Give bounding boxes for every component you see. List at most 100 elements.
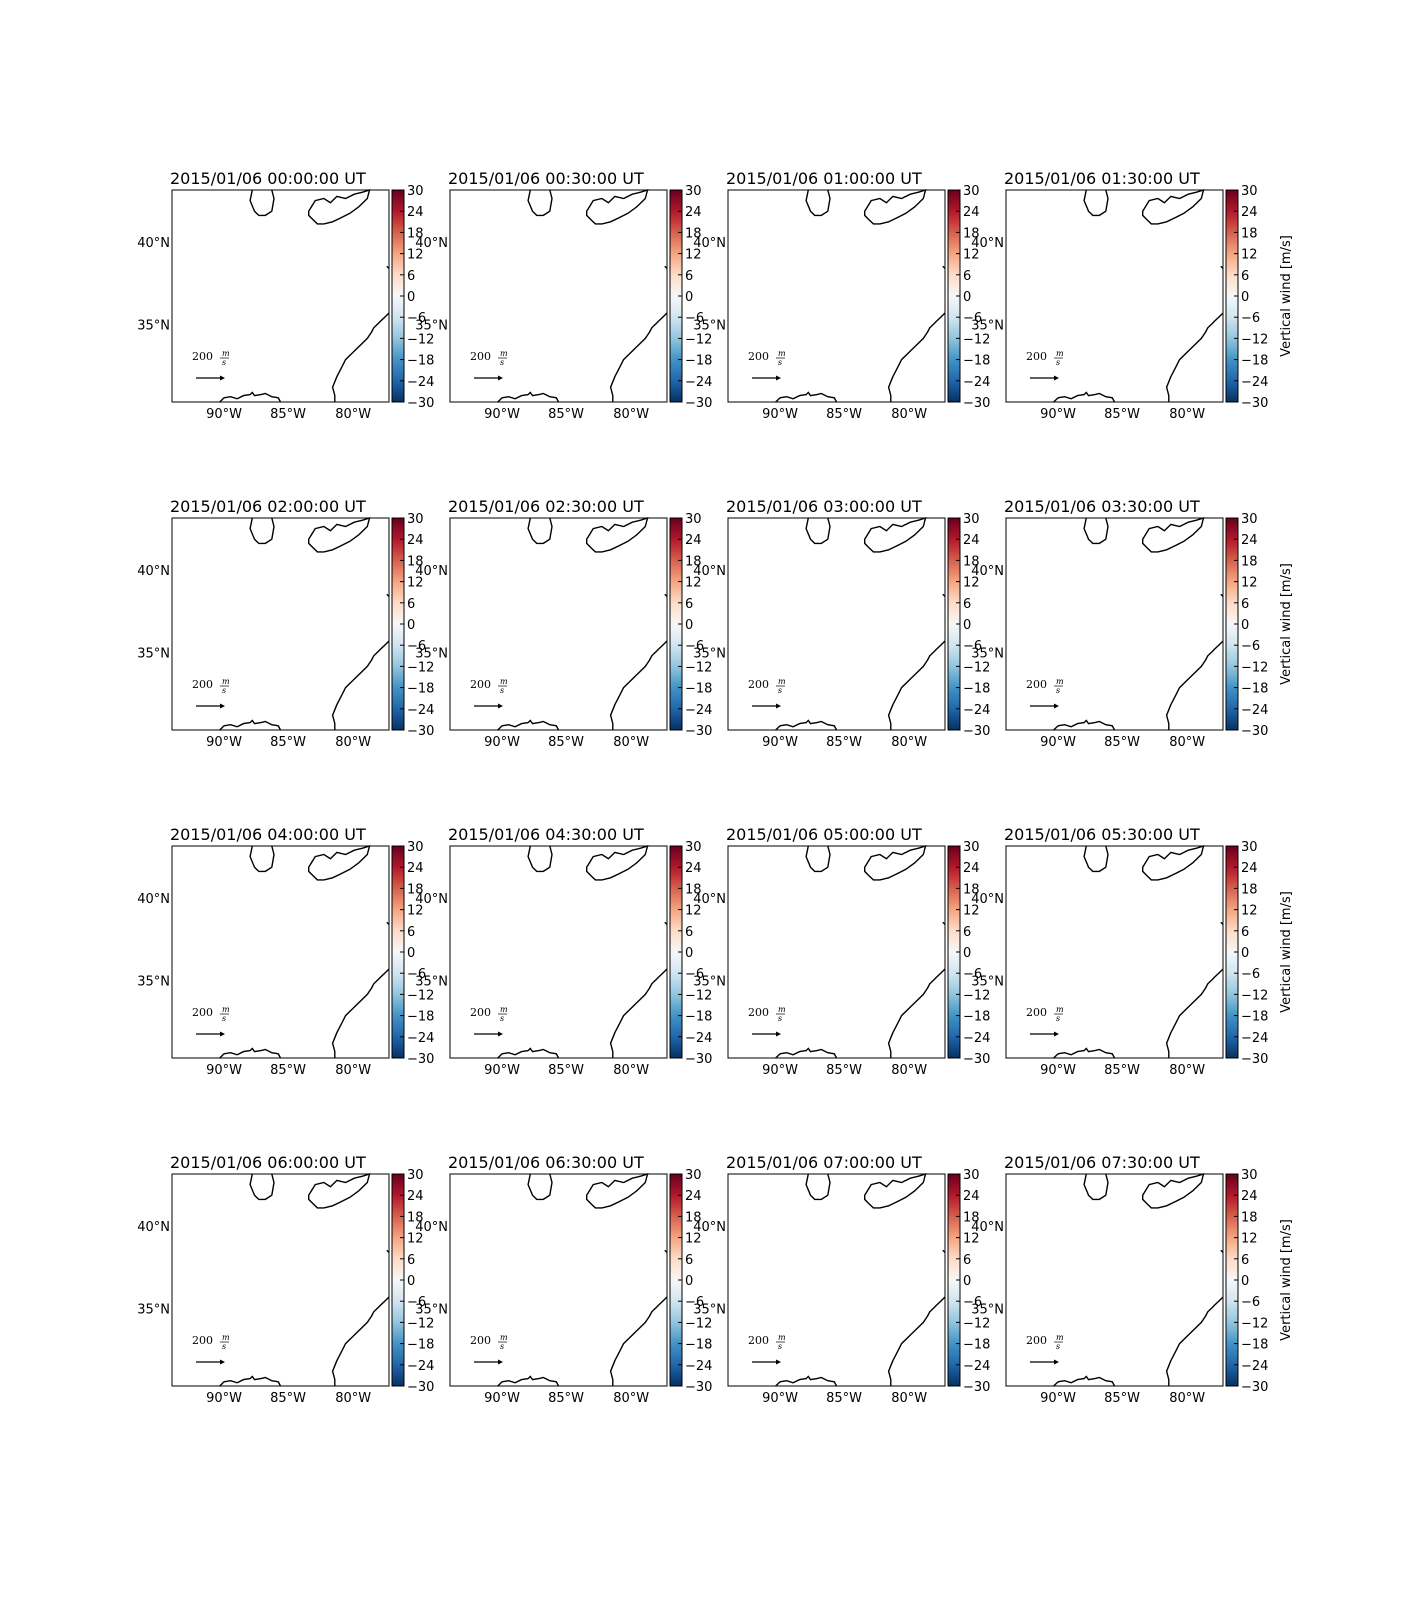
lake-erie-coastline (864, 516, 927, 553)
quiver-key-unit-numerator: m (778, 349, 786, 358)
gulf-coastline (497, 391, 560, 403)
longitude-label: 85°W (270, 735, 306, 750)
coastline-fragment (386, 593, 390, 597)
colorbar-tick-label: 18 (407, 226, 424, 241)
longitude-label: 90°W (206, 735, 242, 750)
longitude-label: 80°W (335, 1063, 371, 1078)
colorbar-tick-label: 0 (407, 946, 415, 961)
lake-erie-coastline (308, 516, 371, 553)
colorbar-tick-label: −30 (685, 396, 712, 411)
colorbar-tick-label: −24 (407, 1031, 434, 1046)
colorbar-tick-label: −18 (963, 1010, 990, 1025)
colorbar-tick-label: 24 (1241, 1189, 1258, 1204)
colorbar-tick-label: 12 (407, 1232, 424, 1247)
colorbar-tick-label: 6 (407, 1253, 415, 1268)
colorbar-tick-label: −6 (685, 311, 704, 326)
colorbar-tick-label: 12 (963, 1232, 980, 1247)
colorbar-tick-label: 12 (963, 248, 980, 263)
atlantic-coastline (609, 640, 668, 730)
colorbar-tick-label: −6 (685, 639, 704, 654)
colorbar-tick-label: 6 (1241, 1253, 1249, 1268)
gulf-coastline (1053, 391, 1116, 403)
longitude-label: 80°W (335, 1391, 371, 1406)
colorbar-tick-label: −30 (685, 1380, 712, 1395)
coastline-fragment (664, 265, 668, 269)
coastline-fragment (1220, 921, 1224, 925)
colorbar-tick-label: −6 (685, 967, 704, 982)
gulf-coastline (775, 719, 838, 731)
quiver-key-unit-numerator: m (778, 677, 786, 686)
colorbar-tick-label: −30 (1241, 724, 1268, 739)
colorbar-tick-label: −18 (685, 1338, 712, 1353)
colorbar-tick-label: −24 (1241, 375, 1268, 390)
colorbar-tick-label: −30 (963, 396, 990, 411)
lake-erie-coastline (308, 188, 371, 225)
colorbar-tick-label: 24 (1241, 533, 1258, 548)
quiver-key-value: 200 (192, 1006, 213, 1019)
quiver-key-unit-denominator: s (1056, 686, 1060, 695)
colorbar-tick-label: 18 (407, 882, 424, 897)
quiver-key-unit-numerator: m (1056, 677, 1064, 686)
colorbar-tick-label: 30 (407, 512, 424, 527)
lake-michigan-coastline (527, 1173, 553, 1201)
atlantic-coastline (887, 312, 946, 402)
atlantic-coastline (331, 968, 390, 1058)
longitude-label: 85°W (1104, 1391, 1140, 1406)
quiver-key-arrow-head (220, 703, 225, 709)
longitude-label: 90°W (762, 1391, 798, 1406)
map-frame (449, 189, 668, 403)
colorbar-tick-label: 12 (407, 248, 424, 263)
colorbar-tick-label: −6 (1241, 1295, 1260, 1310)
colorbar-tick-label: 30 (685, 184, 702, 199)
colorbar-tick-label: −6 (407, 639, 426, 654)
coastline-fragment (386, 1249, 390, 1253)
colorbar-tick-label: 18 (963, 882, 980, 897)
latitude-label: 40°N (137, 892, 170, 907)
colorbar-tick-label: 12 (685, 1232, 702, 1247)
map-panel: 2015/01/06 07:00:00 UT 40°N 35°N 90°W 85°W 80… (693, 1153, 990, 1406)
panel-title: 2015/01/06 05:30:00 UT (1004, 825, 1200, 844)
latitude-label: 40°N (693, 892, 726, 907)
latitude-label: 35°N (415, 647, 448, 662)
colorbar-tick-label: 0 (1241, 1274, 1249, 1289)
longitude-label: 85°W (548, 1063, 584, 1078)
lake-michigan-coastline (1083, 1173, 1109, 1201)
lake-michigan-coastline (1083, 517, 1109, 545)
colorbar-tick-label: −6 (407, 967, 426, 982)
lake-michigan-coastline (249, 517, 275, 545)
colorbar-tick-label: −18 (963, 682, 990, 697)
panel-title: 2015/01/06 01:00:00 UT (726, 169, 922, 188)
longitude-label: 85°W (826, 1063, 862, 1078)
colorbar-tick-label: 30 (685, 512, 702, 527)
colorbar-tick-label: −18 (407, 682, 434, 697)
colorbar-tick-label: 12 (963, 904, 980, 919)
lake-erie-coastline (864, 844, 927, 881)
longitude-label: 90°W (206, 1063, 242, 1078)
quiver-key-unit-denominator: s (222, 1014, 226, 1023)
latitude-label: 35°N (971, 975, 1004, 990)
quiver-key-arrow-head (776, 375, 781, 381)
colorbar-tick-label: 30 (1241, 1168, 1258, 1183)
colorbar-tick-label: −24 (963, 1031, 990, 1046)
quiver-key-value: 200 (1026, 350, 1047, 363)
colorbar-tick-label: 0 (685, 618, 693, 633)
quiver-key-unit-denominator: s (222, 1342, 226, 1351)
lake-erie-coastline (864, 188, 927, 225)
map-frame (1005, 189, 1224, 403)
longitude-label: 90°W (1040, 1391, 1076, 1406)
latitude-label: 35°N (693, 319, 726, 334)
panel-title: 2015/01/06 00:30:00 UT (448, 169, 644, 188)
quiver-key-unit-numerator: m (222, 677, 230, 686)
quiver-key-unit-denominator: s (500, 1014, 504, 1023)
map-frame (1005, 517, 1224, 731)
atlantic-coastline (1165, 640, 1224, 730)
latitude-label: 35°N (137, 1303, 170, 1318)
lake-erie-coastline (1142, 1172, 1205, 1209)
colorbar-tick-label: −18 (963, 1338, 990, 1353)
longitude-label: 85°W (826, 1391, 862, 1406)
colorbar-tick-label: 6 (963, 597, 971, 612)
map-panel: 2015/01/06 02:00:00 UT 40°N 35°N 90°W 85°W 80… (137, 497, 434, 750)
latitude-label: 35°N (415, 319, 448, 334)
map-frame (727, 517, 946, 731)
colorbar-tick-label: −30 (407, 1380, 434, 1395)
